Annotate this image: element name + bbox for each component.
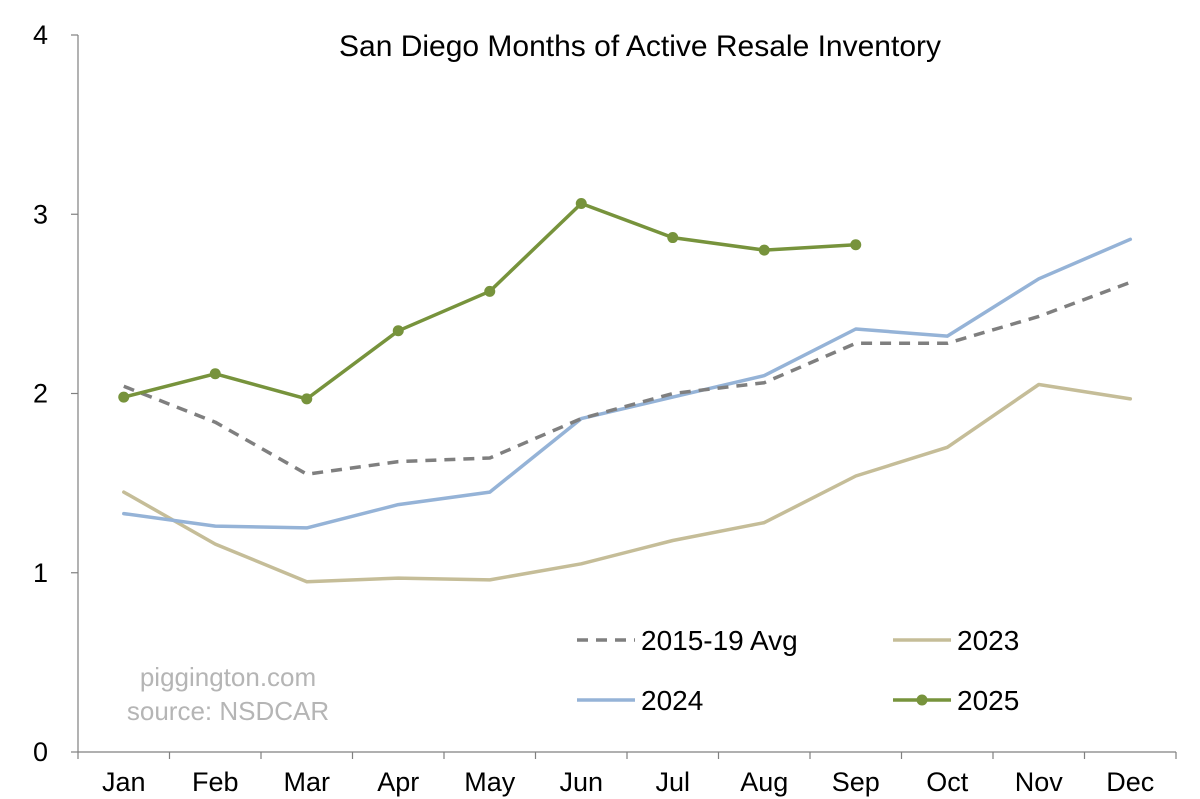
y-tick-label: 4 (33, 20, 48, 50)
chart-title: San Diego Months of Active Resale Invent… (339, 30, 941, 63)
x-tick-label: May (464, 767, 516, 797)
data-point-2025 (575, 197, 587, 209)
data-point-2025 (850, 239, 862, 251)
y-tick-label: 3 (33, 199, 48, 229)
data-point-2025 (118, 391, 130, 403)
annotation-site: piggington.com (140, 662, 316, 692)
series-line-2024 (122, 237, 1133, 530)
legend-label-2023: 2023 (957, 625, 1019, 656)
data-point-2025 (758, 244, 770, 256)
x-tick-label: Sep (832, 767, 880, 797)
legend: 2015-19 Avg 2023 2024 2025 (577, 625, 1019, 716)
series-line-2025 (122, 201, 858, 401)
series-line-2015-19-avg (123, 280, 1131, 476)
x-tick-label: Aug (740, 767, 788, 797)
annotation-source: source: NSDCAR (127, 696, 329, 726)
x-tick-label: Oct (926, 767, 969, 797)
data-point-2025 (667, 232, 679, 244)
x-tick-label: Apr (377, 767, 419, 797)
annotations: piggington.com source: NSDCAR (127, 662, 329, 726)
y-tick-label: 2 (33, 379, 48, 409)
x-tick-label: Jun (559, 767, 603, 797)
y-tick-label: 0 (33, 737, 48, 767)
x-tick-label: Mar (284, 767, 331, 797)
data-point-2025 (209, 368, 221, 380)
legend-label-2015-19-avg: 2015-19 Avg (641, 625, 798, 656)
legend-label-2025: 2025 (957, 685, 1019, 716)
x-tick-label: Feb (192, 767, 239, 797)
legend-marker-2025 (916, 694, 928, 706)
axes: 0 1 2 3 4 Jan Feb Mar Apr May Jun Jul Aug Sep Oct Nov De… (33, 20, 1177, 797)
legend-label-2024: 2024 (641, 685, 703, 716)
x-tick-label: Dec (1106, 767, 1154, 797)
y-tick-label: 1 (33, 558, 48, 588)
series-layer (118, 197, 1133, 584)
x-tick-label: Jan (102, 767, 146, 797)
data-point-2025 (484, 285, 496, 297)
data-point-2025 (392, 325, 404, 337)
x-tick-label: Jul (655, 767, 690, 797)
series-line-2023 (122, 382, 1133, 584)
x-tick-label: Nov (1015, 767, 1064, 797)
data-point-2025 (301, 393, 313, 405)
